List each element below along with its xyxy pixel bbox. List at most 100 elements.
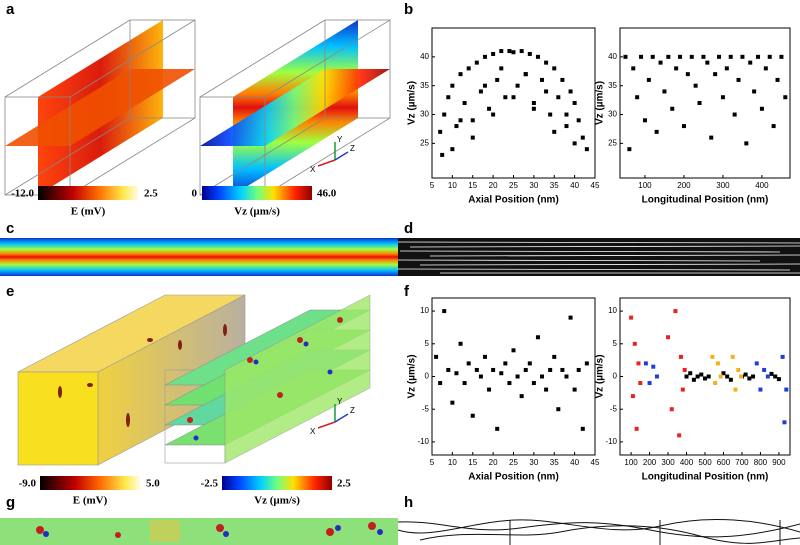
point (552, 354, 557, 359)
point (535, 335, 540, 340)
colorbar (38, 186, 138, 200)
axis-name: Z (350, 144, 355, 153)
point (776, 377, 781, 382)
point (685, 72, 690, 77)
x-tick-label: 5 (430, 458, 435, 467)
point (523, 367, 528, 372)
point (658, 60, 663, 65)
point (678, 354, 683, 359)
point (765, 374, 770, 379)
point (487, 106, 492, 111)
point (680, 387, 685, 392)
point (499, 371, 504, 376)
point (629, 315, 634, 320)
plot-frame (619, 27, 791, 179)
point (572, 101, 577, 105)
x-tick-label: 400 (755, 181, 769, 190)
point (556, 407, 561, 412)
y-tick-label: -5 (422, 404, 430, 413)
point (747, 376, 752, 381)
y-tick-label: 0 (613, 372, 618, 381)
point (771, 124, 776, 129)
colorbar-min: -12.0 (11, 188, 34, 200)
y-tick-label: 5 (425, 339, 430, 348)
point (572, 141, 577, 146)
axis-name: X (310, 165, 316, 174)
point (552, 129, 557, 134)
point (763, 66, 768, 71)
point (552, 66, 557, 71)
axis-name: Z (350, 406, 355, 415)
point (466, 361, 471, 366)
point (739, 374, 744, 379)
colorbar (222, 476, 332, 490)
y-tick-label: 30 (420, 110, 429, 119)
point (627, 147, 632, 152)
point (440, 152, 445, 157)
point (511, 50, 516, 55)
point (669, 407, 674, 412)
x-tick-label: 15 (468, 458, 477, 467)
point (540, 374, 545, 379)
x-tick-label: 500 (698, 458, 712, 467)
point (713, 72, 718, 77)
point (584, 147, 589, 152)
point (438, 381, 443, 386)
point (783, 95, 788, 100)
point (580, 426, 585, 431)
point (733, 387, 738, 392)
point (710, 354, 715, 359)
x-tick-label: 20 (489, 181, 498, 190)
point (523, 72, 528, 77)
y-tick-label: 40 (608, 52, 617, 61)
colorbar-max: 46.0 (317, 188, 337, 200)
point (564, 374, 569, 379)
x-tick-label: 40 (570, 458, 579, 467)
point (754, 361, 759, 366)
point (634, 426, 639, 431)
point (544, 387, 549, 392)
point (560, 77, 565, 82)
x-tick-label: 15 (468, 181, 477, 190)
streamline-render (397, 518, 800, 545)
point (507, 49, 512, 54)
colorbar-min: -9.0 (19, 478, 37, 490)
y-tick-label: -5 (610, 404, 618, 413)
x-tick-label: 35 (550, 181, 559, 190)
point (740, 54, 745, 59)
point (636, 361, 641, 366)
point (769, 371, 774, 376)
box-render (17, 294, 246, 466)
colorbar-label: E (mV) (71, 206, 106, 218)
point (540, 77, 545, 82)
point (450, 400, 455, 405)
panel-label: h (404, 494, 413, 511)
y-tick-label: 30 (608, 110, 617, 119)
point (699, 372, 704, 377)
point (466, 66, 471, 71)
point (650, 54, 655, 59)
point (470, 413, 475, 418)
point (491, 367, 496, 372)
point (491, 112, 496, 117)
y-tick-label: 10 (608, 306, 617, 315)
point (762, 367, 767, 372)
point (454, 124, 459, 129)
colorbar-label: E (mV) (73, 495, 108, 507)
x-axis-label: Longitudinal Position (nm) (642, 472, 769, 483)
point (568, 89, 573, 94)
point (673, 309, 678, 314)
box-render (164, 294, 371, 464)
panel-label: a (6, 1, 15, 18)
panel-label: c (6, 220, 14, 237)
point (782, 420, 787, 425)
point (780, 354, 785, 359)
panel-label: g (6, 494, 15, 511)
point (462, 381, 467, 386)
point (688, 371, 693, 376)
point (548, 367, 553, 372)
point (691, 377, 696, 382)
x-tick-label: 35 (550, 458, 559, 467)
point (701, 54, 706, 59)
